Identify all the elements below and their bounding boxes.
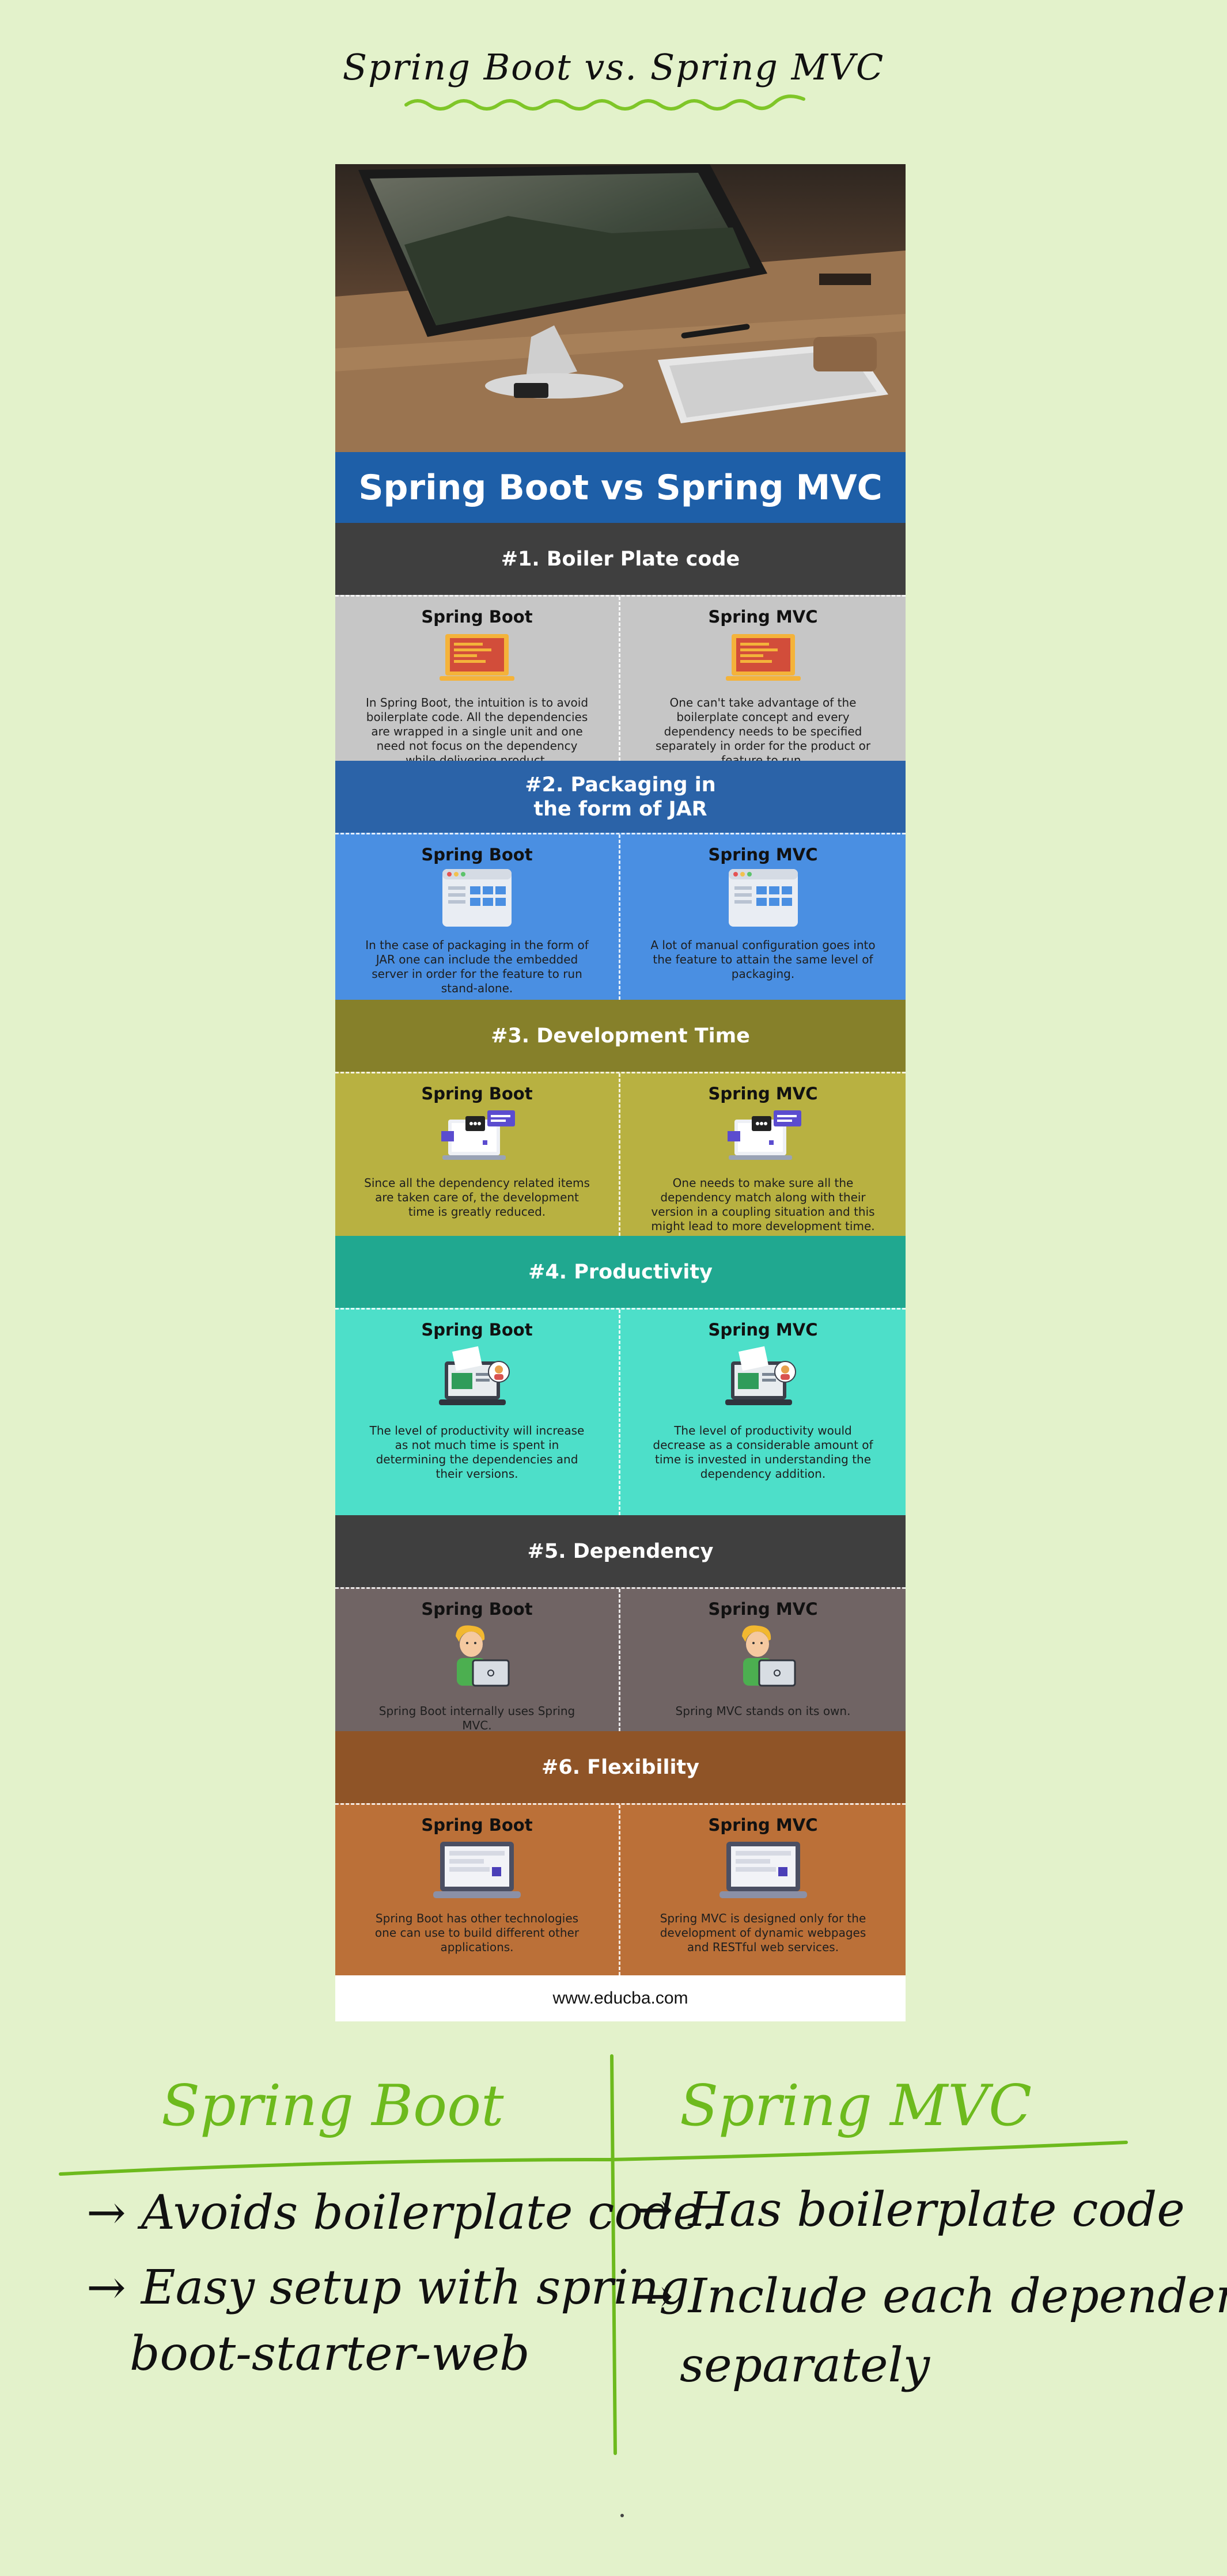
footer-website: www.educba.com (552, 1989, 688, 2008)
section-3-header: #3. Development Time (335, 1000, 906, 1072)
handwritten-right-heading: Spring MVC (680, 2073, 1032, 2139)
section-1-spring-boot-column: Spring Boot In Spring Boot, the intuitio… (335, 597, 620, 767)
section-1-mvc-text: One can't take advantage of the boilerpl… (655, 696, 871, 767)
infographic: Spring Boot vs Spring MVC #1. Boiler Pla… (335, 164, 906, 2021)
column-heading: Spring MVC (708, 607, 818, 627)
section-2-body: Spring Boot In the case of packaging in … (335, 833, 906, 1000)
section-4-body: Spring Boot The level of productivity wi… (335, 1308, 906, 1515)
section-1-header: #1. Boiler Plate code (335, 523, 906, 595)
handwritten-left-item-2: → Easy setup with spring (86, 2260, 690, 2315)
laptop-chat-icon (723, 1108, 804, 1168)
column-heading: Spring MVC (708, 1320, 818, 1340)
section-6-boot-text: Spring Boot has other technologies one c… (374, 1911, 580, 1954)
section-3-boot-text: Since all the dependency related items a… (364, 1176, 590, 1219)
section-5-header: #5. Dependency (335, 1515, 906, 1587)
developer-avatar-icon (440, 1623, 514, 1689)
section-1-boot-text: In Spring Boot, the intuition is to avoi… (365, 696, 589, 767)
code-screen-icon (440, 631, 514, 691)
handwritten-left-item-3: boot-starter-web (130, 2327, 530, 2381)
laptop-dashboard-icon (431, 1839, 523, 1905)
section-5-spring-mvc-column: Spring MVC Spring MVC stands on its own. (620, 1589, 906, 1731)
browser-window-icon (442, 869, 512, 932)
laptop-chat-icon (437, 1108, 517, 1168)
section-6-mvc-text: Spring MVC is designed only for the deve… (660, 1911, 866, 1954)
column-heading: Spring Boot (421, 845, 533, 864)
section-1-body: Spring Boot In Spring Boot, the intuitio… (335, 595, 906, 767)
section-4-spring-mvc-column: Spring MVC The level of productivity wou… (620, 1310, 906, 1515)
handwritten-right-item-2: → Include each dependency (634, 2269, 1227, 2324)
section-4-boot-text: The level of productivity will increase … (369, 1424, 585, 1481)
section-3-spring-mvc-column: Spring MVC One needs to make sure all th… (620, 1073, 906, 1236)
column-heading: Spring MVC (708, 1599, 818, 1619)
column-heading: Spring MVC (708, 845, 818, 864)
column-heading: Spring Boot (421, 1320, 533, 1340)
code-screen-icon (725, 631, 801, 691)
column-heading: Spring Boot (421, 1599, 533, 1619)
section-6-spring-mvc-column: Spring MVC Spring MVC is designed only f… (620, 1805, 906, 1975)
laptop-person-icon (437, 1344, 517, 1416)
section-4-mvc-text: The level of productivity would decrease… (653, 1424, 873, 1481)
handwritten-left-item-1: → Avoids boilerplate code. (86, 2186, 716, 2240)
column-heading: Spring Boot (421, 1815, 533, 1835)
section-6-header: #6. Flexibility (335, 1731, 906, 1803)
section-3-body: Spring Boot Since all the dependency rel… (335, 1072, 906, 1236)
column-heading: Spring Boot (421, 1084, 533, 1103)
laptop-dashboard-icon (717, 1839, 809, 1905)
browser-window-icon (728, 869, 798, 932)
infographic-title-banner: Spring Boot vs Spring MVC (335, 452, 906, 523)
column-heading: Spring MVC (708, 1815, 818, 1835)
handwritten-left-heading: Spring Boot (161, 2073, 504, 2139)
handwritten-right-item-3: separately (680, 2338, 930, 2393)
section-2-boot-text: In the case of packaging in the form of … (365, 938, 589, 995)
section-5-mvc-text: Spring MVC stands on its own. (675, 1704, 851, 1718)
section-2-spring-boot-column: Spring Boot In the case of packaging in … (335, 834, 620, 1000)
section-6-spring-boot-column: Spring Boot Spring Boot has other techno… (335, 1805, 620, 1975)
title-squiggle-underline (404, 94, 805, 111)
desk-monitor-illustration (335, 164, 906, 452)
hero-photo (335, 164, 906, 452)
developer-avatar-icon (726, 1623, 801, 1689)
section-4-header: #4. Productivity (335, 1236, 906, 1308)
column-heading: Spring MVC (708, 1084, 818, 1103)
handwritten-t-chart-lines (59, 2054, 1128, 2455)
section-2-spring-mvc-column: Spring MVC A lot of manual configuration… (620, 834, 906, 1000)
section-3-spring-boot-column: Spring Boot Since all the dependency rel… (335, 1073, 620, 1236)
stray-dot (620, 2514, 624, 2517)
section-2-header: #2. Packaging in the form of JAR (335, 761, 906, 833)
section-3-mvc-text: One needs to make sure all the dependenc… (651, 1176, 875, 1233)
column-heading: Spring Boot (421, 607, 533, 627)
handwritten-right-item-1: → Has boilerplate code (634, 2183, 1185, 2237)
section-2-mvc-text: A lot of manual configuration goes into … (650, 938, 876, 981)
section-4-spring-boot-column: Spring Boot The level of productivity wi… (335, 1310, 620, 1515)
laptop-person-icon (723, 1344, 804, 1416)
handwritten-title: Spring Boot vs. Spring MVC (342, 46, 885, 88)
section-5-boot-text: Spring Boot internally uses Spring MVC. (378, 1704, 575, 1732)
section-5-spring-boot-column: Spring Boot Spring Boot internally uses … (335, 1589, 620, 1732)
section-1-spring-mvc-column: Spring MVC One can't take advantage of t… (620, 597, 906, 767)
section-6-body: Spring Boot Spring Boot has other techno… (335, 1803, 906, 1975)
section-5-body: Spring Boot Spring Boot internally uses … (335, 1587, 906, 1732)
